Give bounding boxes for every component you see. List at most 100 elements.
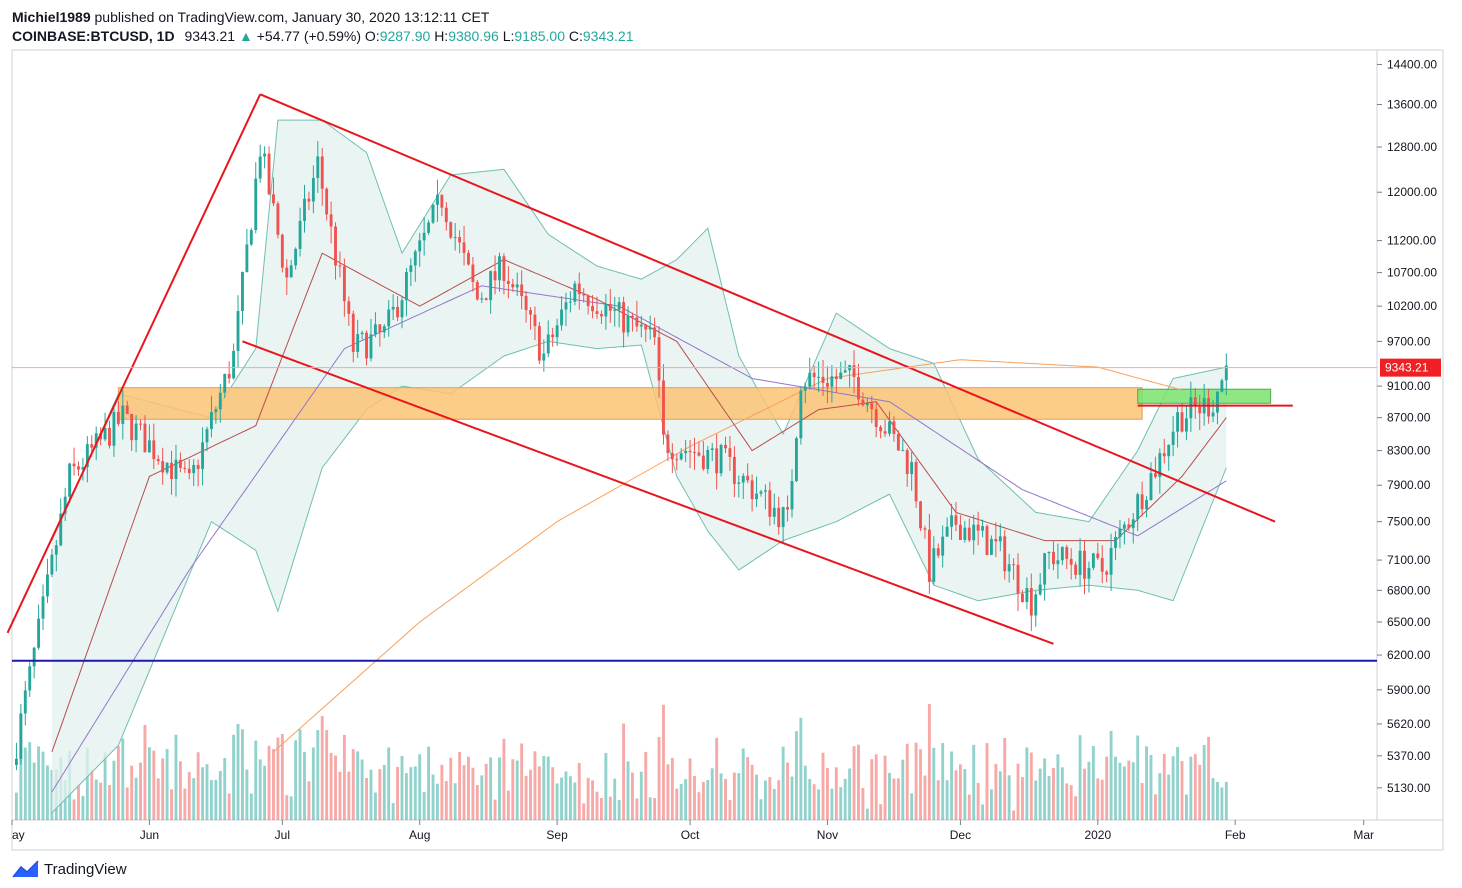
volume-bar xyxy=(1211,778,1215,820)
candle-body xyxy=(701,455,705,469)
candle xyxy=(958,515,962,541)
candle-body xyxy=(303,198,306,221)
candle xyxy=(484,297,488,301)
candle-body xyxy=(958,524,962,540)
candle-body xyxy=(493,271,497,281)
candle xyxy=(365,330,368,366)
volume-bar xyxy=(134,777,138,820)
candle xyxy=(294,247,298,270)
volume-bar xyxy=(1100,779,1104,820)
x-tick-label: Sep xyxy=(546,828,568,842)
volume-bar xyxy=(475,784,479,820)
candle xyxy=(626,306,630,337)
volume-bar xyxy=(489,757,493,820)
volume-bar xyxy=(732,772,736,820)
candle xyxy=(808,357,812,390)
candle-body xyxy=(839,372,843,380)
candle-body xyxy=(453,237,457,239)
candle xyxy=(803,382,807,404)
candle-body xyxy=(950,515,953,527)
candle-body xyxy=(338,265,342,267)
volume-bar xyxy=(874,754,878,820)
candle xyxy=(311,165,315,214)
candle xyxy=(1114,531,1117,560)
candle-body xyxy=(675,459,679,461)
candle xyxy=(187,459,191,480)
chart-header: Michiel1989 published on TradingView.com… xyxy=(12,8,1212,45)
candle-body xyxy=(139,423,142,425)
trendlines[interactable] xyxy=(6,93,1377,662)
candle xyxy=(1087,561,1091,593)
candle-body xyxy=(1162,453,1166,457)
last-price: 9343.21 xyxy=(184,28,236,44)
candle xyxy=(670,443,674,474)
volume-bar xyxy=(710,768,714,820)
candle xyxy=(746,463,750,484)
candle xyxy=(715,434,719,490)
candle xyxy=(923,525,927,539)
axes: 14400.00 13600.00 12800.00 12000.00 11200.00… xyxy=(11,57,1441,842)
candle xyxy=(391,294,395,321)
candle-body xyxy=(617,302,621,310)
candle-body xyxy=(1091,553,1095,568)
candle-body xyxy=(1136,494,1140,520)
candle xyxy=(537,322,541,364)
candle xyxy=(684,439,688,463)
candle xyxy=(356,319,360,358)
volume-bar xyxy=(400,755,404,820)
candle xyxy=(152,423,156,470)
open-value: 9287.90 xyxy=(379,28,431,44)
candle-body xyxy=(174,459,178,479)
tradingview-footer[interactable]: TradingView xyxy=(12,858,127,880)
volume-bar xyxy=(870,759,874,820)
volume-bar xyxy=(1047,776,1051,820)
candle-body xyxy=(666,434,670,454)
candle-body xyxy=(116,411,120,424)
candle-body xyxy=(830,376,834,387)
candle-body xyxy=(192,464,196,474)
candle xyxy=(1100,545,1104,584)
ma-mid-line xyxy=(51,285,1227,793)
volume-bar xyxy=(945,780,949,820)
volume-bar xyxy=(161,758,165,820)
volume-bar xyxy=(1162,753,1166,820)
volume-bar xyxy=(1122,766,1126,820)
volume-bar xyxy=(1038,768,1042,820)
volume-bar xyxy=(227,793,231,820)
candle-body xyxy=(147,440,151,453)
volume-bar xyxy=(1078,735,1082,820)
volume-bar xyxy=(772,788,776,820)
candle xyxy=(143,415,147,453)
candle xyxy=(23,680,27,726)
author-name[interactable]: Michiel1989 xyxy=(12,9,91,25)
candle xyxy=(139,419,142,431)
zones[interactable] xyxy=(117,387,1272,420)
candle xyxy=(905,448,909,487)
candle xyxy=(648,315,652,340)
candle-body xyxy=(59,513,63,546)
candle xyxy=(1158,448,1162,494)
candle xyxy=(719,443,723,477)
candle xyxy=(378,324,382,347)
candle-body xyxy=(112,411,116,446)
candle xyxy=(480,292,484,303)
tradingview-logo-icon xyxy=(12,860,39,878)
candle xyxy=(564,292,568,327)
candle xyxy=(826,366,829,404)
candle xyxy=(843,360,847,374)
volume-bars xyxy=(14,703,1228,820)
candle-body xyxy=(63,496,67,514)
candle xyxy=(258,144,262,183)
candle-body xyxy=(706,449,710,469)
candle xyxy=(400,296,404,329)
volume-bar xyxy=(1029,752,1033,820)
volume-bar xyxy=(298,729,302,820)
volume-bar xyxy=(759,799,763,820)
volume-bar xyxy=(1074,796,1078,820)
candle-body xyxy=(484,298,488,301)
candle-body xyxy=(360,332,364,335)
candle xyxy=(688,440,692,469)
volume-bar xyxy=(201,767,205,820)
candle xyxy=(72,447,76,476)
